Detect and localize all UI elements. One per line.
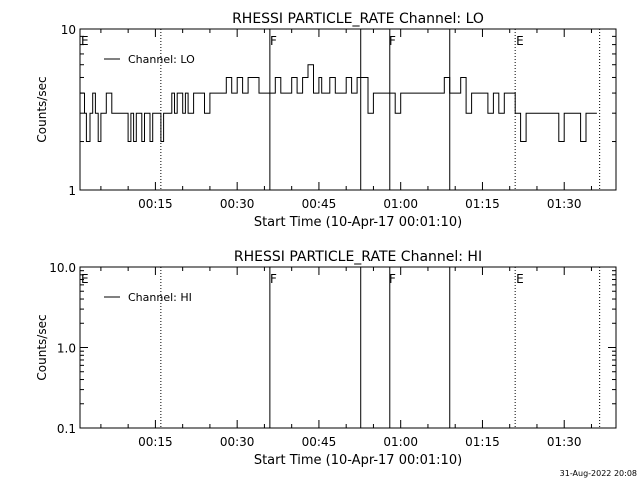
event-marker-label: E bbox=[516, 272, 524, 286]
x-tick-label: 00:30 bbox=[220, 197, 255, 211]
y-tick-label: 1 bbox=[68, 184, 76, 198]
y-tick-label: 1.0 bbox=[57, 342, 76, 356]
event-marker-label: E bbox=[81, 34, 89, 48]
series-line bbox=[80, 64, 597, 142]
x-tick-label: 01:30 bbox=[547, 197, 582, 211]
x-tick-label: 00:15 bbox=[138, 197, 173, 211]
x-axis-label: Start Time (10-Apr-17 00:01:10) bbox=[254, 215, 462, 230]
y-tick-label: 10 bbox=[61, 23, 76, 37]
x-tick-label: 00:45 bbox=[302, 197, 337, 211]
x-tick-label: 00:15 bbox=[138, 435, 173, 449]
event-marker-label: E bbox=[516, 34, 524, 48]
plot-frame bbox=[79, 28, 617, 191]
x-tick-label: 00:45 bbox=[302, 435, 337, 449]
event-marker-label: E bbox=[81, 272, 89, 286]
timestamp-label: 31-Aug-2022 20:08 bbox=[560, 469, 637, 478]
event-marker-label: F bbox=[270, 34, 277, 48]
x-axis-label: Start Time (10-Apr-17 00:01:10) bbox=[254, 453, 462, 468]
chart-title: RHESSI PARTICLE_RATE Channel: HI bbox=[234, 249, 482, 265]
event-marker-label: F bbox=[389, 272, 396, 286]
x-tick-label: 01:15 bbox=[465, 435, 500, 449]
chart-title: RHESSI PARTICLE_RATE Channel: LO bbox=[232, 11, 484, 27]
x-tick-label: 01:00 bbox=[383, 435, 418, 449]
event-marker-label: F bbox=[389, 34, 396, 48]
legend-label: Channel: HI bbox=[128, 291, 192, 304]
x-tick-label: 01:15 bbox=[465, 197, 500, 211]
y-axis-label: Counts/sec bbox=[35, 76, 49, 142]
event-marker-label: F bbox=[270, 272, 277, 286]
y-tick-label: 0.1 bbox=[57, 422, 76, 436]
y-axis-label: Counts/sec bbox=[35, 314, 49, 380]
x-tick-label: 01:30 bbox=[547, 435, 582, 449]
x-tick-label: 00:30 bbox=[220, 435, 255, 449]
y-tick-label: 10.0 bbox=[49, 261, 76, 275]
x-tick-label: 01:00 bbox=[383, 197, 418, 211]
legend-label: Channel: LO bbox=[128, 53, 195, 66]
